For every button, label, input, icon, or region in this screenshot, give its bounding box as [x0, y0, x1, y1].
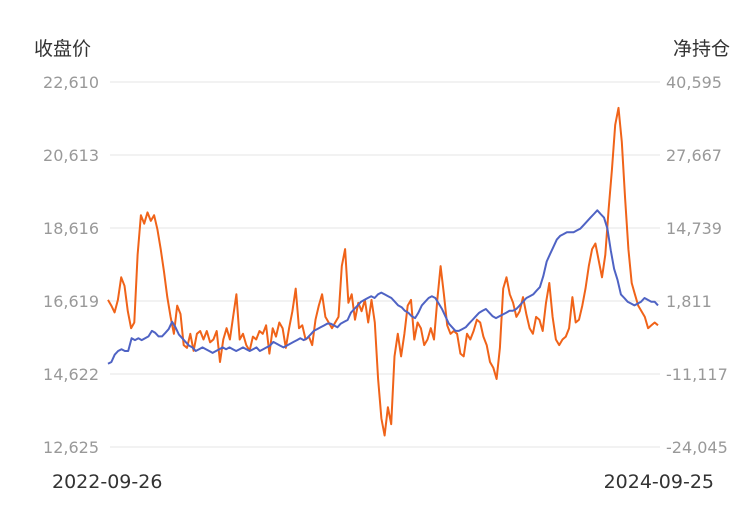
- right-tick-label: 1,811: [666, 292, 712, 311]
- right-tick-label: -24,045: [666, 438, 728, 457]
- series-line-close-price: [107, 209, 659, 365]
- x-start-date: 2022-09-26: [52, 471, 162, 493]
- right-tick-label: 40,595: [666, 73, 722, 92]
- right-tick-label: 27,667: [666, 146, 722, 165]
- series-lines: [107, 106, 659, 437]
- right-axis-title: 净持仓: [673, 38, 730, 60]
- gridlines: [110, 81, 660, 448]
- left-tick-label: 14,622: [43, 365, 99, 384]
- left-tick-label: 20,613: [43, 146, 99, 165]
- series-line-net-position: [107, 106, 659, 437]
- x-end-date: 2024-09-25: [604, 471, 714, 493]
- left-tick-label: 12,625: [43, 438, 99, 457]
- left-tick-label: 18,616: [43, 219, 99, 238]
- right-tick-label: 14,739: [666, 219, 722, 238]
- left-axis-title: 收盘价: [34, 38, 91, 60]
- right-tick-label: -11,117: [666, 365, 728, 384]
- tick-labels: 22,610 40,595 20,613 27,667 18,616 14,739 16,6…: [43, 73, 728, 457]
- left-tick-label: 16,619: [43, 292, 99, 311]
- left-tick-label: 22,610: [43, 73, 99, 92]
